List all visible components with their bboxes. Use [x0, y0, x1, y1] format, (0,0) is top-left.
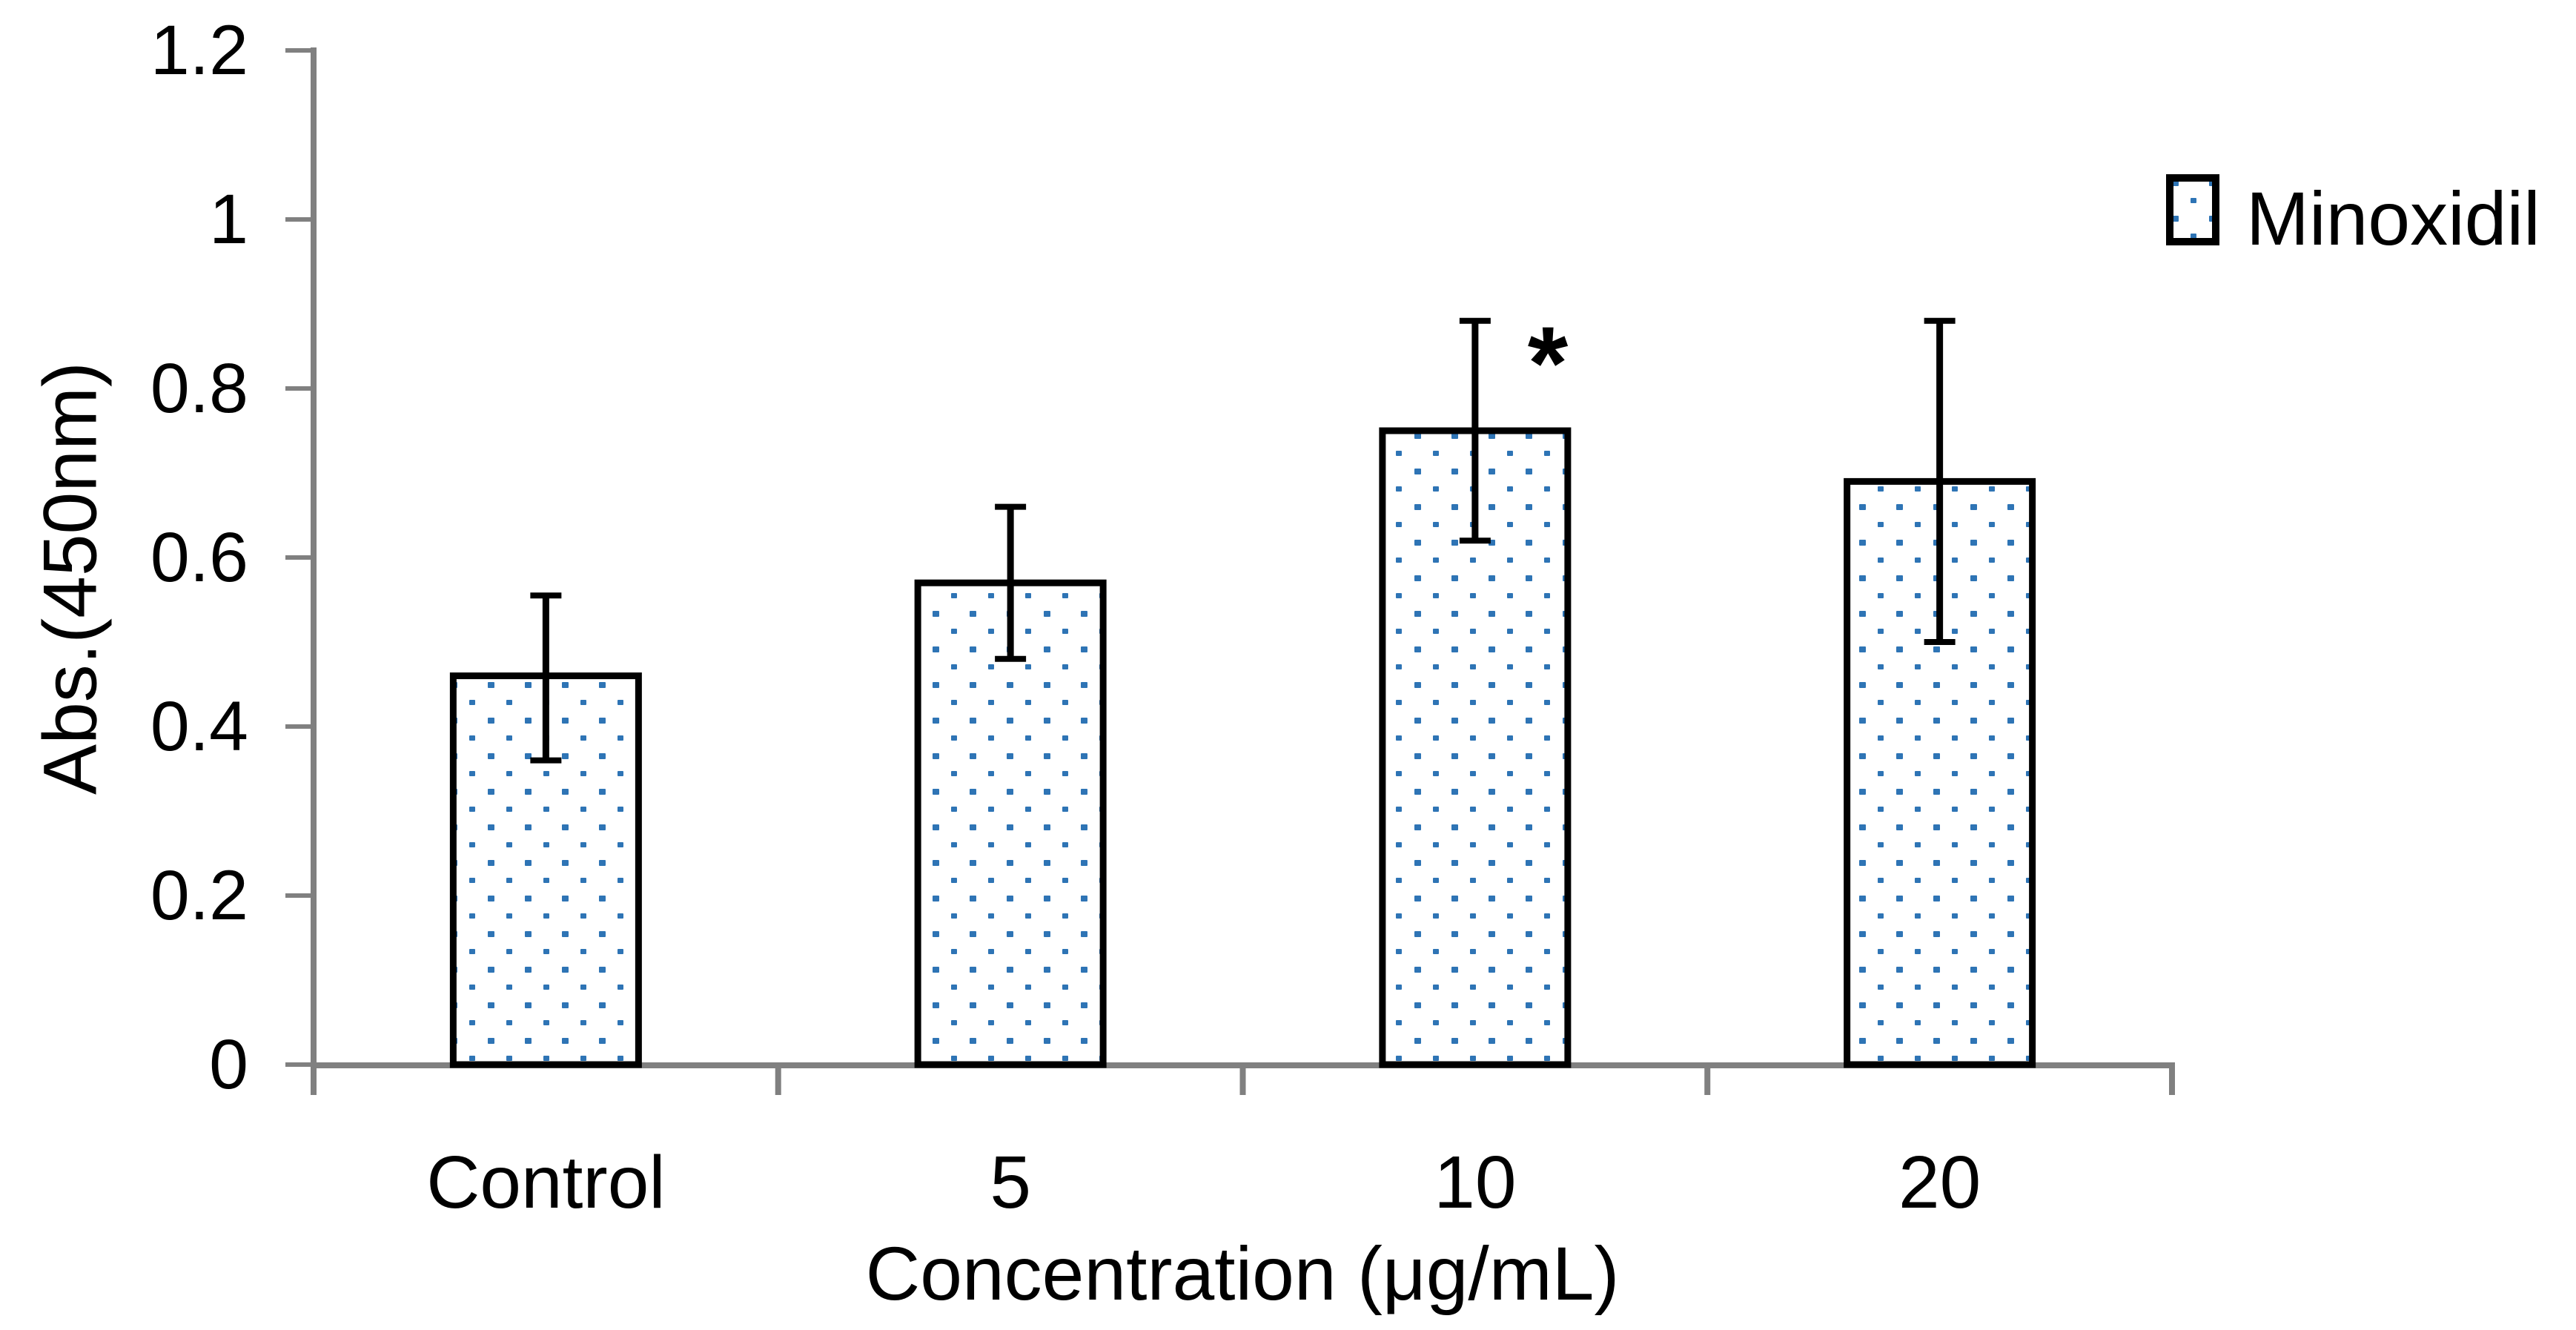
y-tick: [285, 217, 314, 222]
y-tick-label: 0: [209, 1025, 248, 1104]
y-tick: [285, 1062, 314, 1067]
y-tick-label: 0.6: [150, 518, 248, 597]
bar-series: [449, 427, 2036, 1068]
y-tick-label: 1: [209, 180, 248, 259]
x-category-label: 20: [1898, 1141, 1981, 1224]
axes: [285, 47, 2175, 1095]
y-tick: [285, 386, 314, 391]
error-bar: [530, 592, 562, 764]
legend: Minoxidil: [2166, 174, 2540, 257]
x-tick: [1239, 1068, 1246, 1095]
x-axis-title: Concentration (μg/mL): [865, 1231, 1620, 1316]
error-bar: [1459, 317, 1491, 544]
x-tick: [311, 1068, 317, 1095]
error-bars: [530, 317, 1956, 764]
error-bar: [1924, 317, 1956, 645]
y-tick: [285, 724, 314, 729]
y-tick-label: 0.2: [150, 856, 248, 935]
x-category-label: 10: [1434, 1141, 1517, 1224]
y-tick-label: 1.2: [150, 11, 248, 90]
y-tick-label: 0.4: [150, 687, 248, 766]
y-tick: [285, 555, 314, 560]
legend-series-label: Minoxidil: [2246, 176, 2540, 261]
x-axis-line: [311, 1062, 2175, 1068]
x-tick: [775, 1068, 781, 1095]
y-tick-label: 0.8: [150, 349, 248, 428]
y-tick: [285, 893, 314, 898]
legend-marker-icon: [2166, 174, 2219, 245]
x-tick: [1704, 1068, 1711, 1095]
x-category-label: Control: [426, 1141, 666, 1224]
significance-asterisk: *: [1527, 305, 1569, 421]
error-bar: [995, 503, 1027, 662]
x-tick: [2169, 1068, 2175, 1095]
y-axis-line: [311, 47, 317, 1095]
x-category-label: 5: [990, 1141, 1031, 1224]
y-axis-title: Abs.(450nm): [27, 362, 113, 795]
y-tick: [285, 48, 314, 53]
